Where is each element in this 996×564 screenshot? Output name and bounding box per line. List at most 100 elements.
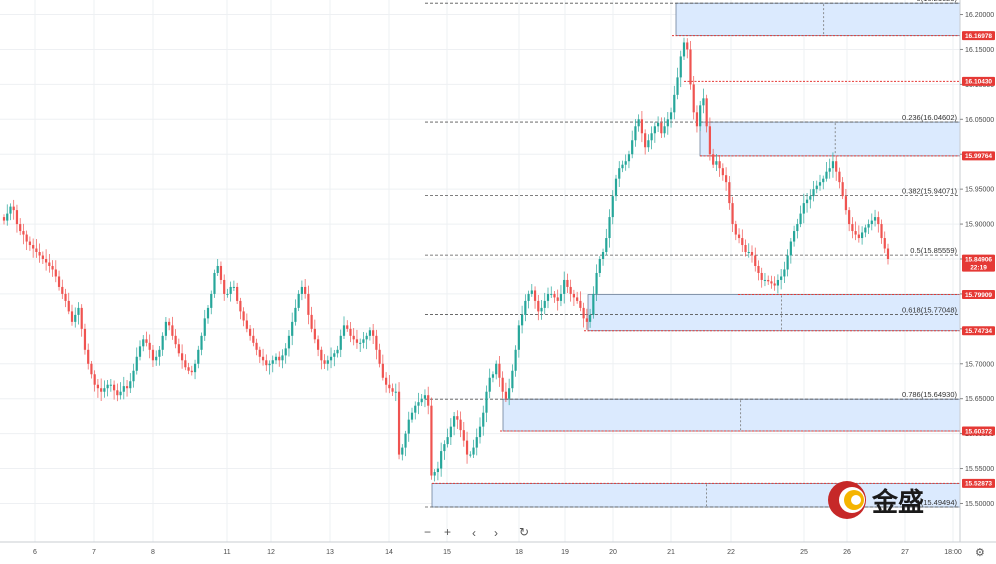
candle-body	[61, 286, 64, 294]
zoom-out-button[interactable]: −	[424, 525, 431, 539]
candle-body	[848, 210, 851, 225]
candle-body	[93, 374, 96, 385]
candle-body	[9, 206, 12, 214]
candle-body	[440, 451, 443, 469]
price-tags: 16.16978 16.10430 15.99764 15.79909 15.74734…	[962, 31, 995, 488]
candle-body	[168, 321, 171, 326]
candle-body	[818, 182, 822, 186]
candle-body	[864, 227, 867, 233]
candle-body	[556, 297, 559, 301]
y-tick-label: 15.95000	[965, 187, 994, 194]
candle-body	[70, 311, 74, 322]
x-tick-label: 22	[727, 549, 735, 556]
candle-body	[860, 232, 864, 239]
candle-body	[712, 154, 715, 165]
candle-body	[375, 335, 378, 350]
candle-body	[132, 370, 135, 382]
settings-gear-icon[interactable]: ⚙	[975, 547, 985, 559]
candle-body	[501, 377, 504, 392]
candle-body	[80, 307, 83, 329]
y-tick-label: 15.55000	[965, 466, 994, 473]
candle-body	[524, 300, 527, 315]
candle-body	[767, 279, 770, 282]
candle-body	[569, 286, 572, 294]
candle-body	[300, 286, 304, 294]
candle-body	[417, 402, 420, 406]
candle-body	[245, 320, 248, 329]
current-price-label: 15.84906	[965, 257, 992, 264]
time-axis[interactable]: 6 7 8 11 12 13 14 15 18 19 20 21 22 25 26 27 18:00	[0, 541, 996, 564]
candle-body	[469, 454, 472, 456]
candle-body	[563, 279, 566, 294]
candle-body	[291, 321, 294, 336]
candle-body	[844, 196, 848, 211]
reset-chart-button[interactable]: ↻	[519, 525, 529, 539]
candle-body	[294, 307, 297, 322]
candle-body	[637, 119, 640, 127]
fib-level-label: 0(16.21625)	[917, 0, 958, 3]
candle-body	[129, 381, 132, 389]
candle-body	[433, 472, 436, 476]
x-tick-label: 11	[223, 549, 230, 556]
zoom-in-button[interactable]: +	[444, 525, 451, 539]
candle-body	[407, 419, 410, 434]
candle-body	[731, 203, 734, 225]
candle-body	[789, 241, 792, 256]
x-tick-label: 7	[92, 549, 96, 556]
candle-body	[679, 56, 682, 78]
price-tag	[962, 31, 995, 41]
candle-body	[200, 335, 203, 350]
candle-body	[54, 269, 57, 277]
candle-body	[614, 178, 618, 197]
candle-body	[297, 293, 300, 308]
candle-body	[527, 293, 530, 301]
candle-body	[886, 248, 890, 259]
candle-body	[145, 339, 148, 343]
price-tag	[962, 478, 995, 488]
candle-body	[835, 161, 838, 172]
candle-body	[508, 388, 511, 399]
candle-body	[559, 293, 563, 301]
candle-body	[326, 360, 329, 364]
candle-body	[737, 234, 741, 239]
candle-body	[747, 252, 750, 254]
price-tag-label: 16.16978	[965, 33, 992, 40]
candle-body	[109, 384, 112, 386]
candle-body	[553, 293, 556, 298]
candle-body	[673, 94, 676, 113]
candle-body	[48, 262, 51, 266]
candle-body	[601, 252, 605, 259]
candle-body	[44, 259, 48, 263]
candle-body	[310, 314, 313, 329]
scroll-right-button[interactable]: ›	[494, 526, 498, 540]
candle-body	[287, 335, 291, 349]
candle-body	[125, 386, 129, 389]
candle-body	[381, 363, 384, 378]
candle-body	[164, 321, 168, 336]
candle-body	[750, 252, 754, 256]
candle-body	[22, 231, 25, 235]
candle-body	[828, 168, 831, 172]
candle-body	[708, 126, 712, 155]
candle-body	[812, 189, 815, 197]
candle-body	[219, 265, 223, 280]
candle-body	[116, 390, 119, 396]
candle-body	[138, 346, 142, 357]
candle-body	[770, 281, 773, 284]
candle-body	[640, 119, 644, 134]
candle-body	[877, 217, 880, 225]
candle-body	[35, 248, 38, 253]
candle-body	[161, 335, 164, 350]
candle-body	[857, 234, 860, 239]
candle-body	[550, 293, 553, 295]
candle-body	[77, 307, 80, 315]
fib-level-label: 0.5(15.85559)	[910, 246, 957, 255]
price-tag	[962, 326, 995, 336]
candle-body	[12, 206, 15, 211]
candle-body	[404, 433, 407, 448]
scroll-left-button[interactable]: ‹	[472, 526, 476, 540]
candle-body	[443, 444, 446, 452]
candle-body	[274, 356, 278, 361]
